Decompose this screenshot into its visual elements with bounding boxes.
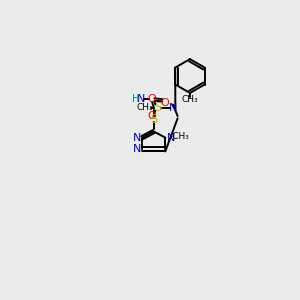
Text: O: O — [148, 111, 157, 121]
Text: N: N — [133, 133, 141, 142]
Text: H: H — [132, 94, 140, 104]
Text: O: O — [160, 98, 169, 108]
Text: CH₃: CH₃ — [136, 103, 153, 112]
Text: CH₃: CH₃ — [182, 95, 198, 104]
Text: O: O — [148, 94, 157, 104]
Text: N: N — [133, 144, 141, 154]
Text: S: S — [150, 113, 158, 126]
Text: N: N — [169, 103, 177, 112]
Text: S: S — [154, 101, 161, 114]
Text: N: N — [167, 133, 175, 142]
Text: N: N — [137, 94, 146, 104]
Text: -CH₃: -CH₃ — [169, 132, 189, 141]
